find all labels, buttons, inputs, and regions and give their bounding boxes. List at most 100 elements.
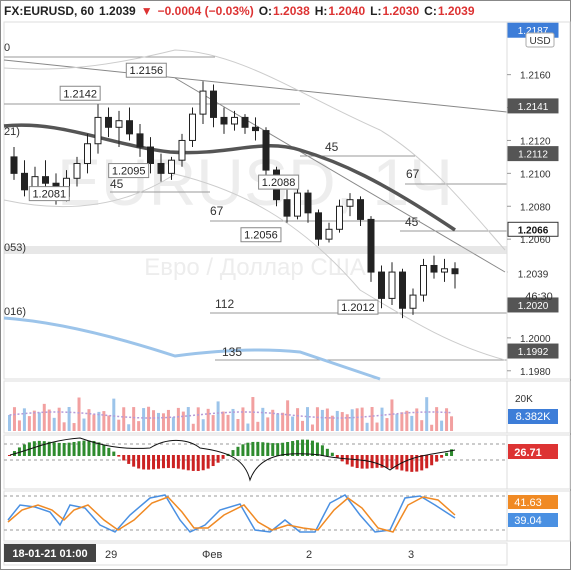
osc1-bar — [57, 442, 61, 456]
price-annotation-box — [240, 227, 282, 243]
level-label: 45 — [325, 140, 339, 154]
y-tick-label: 1.2000 — [520, 334, 551, 345]
osc1-bar — [325, 448, 329, 456]
symbol-label[interactable]: FX:EURUSD, 60 — [4, 4, 95, 18]
osc1-bar — [166, 455, 170, 468]
volume-bar — [17, 420, 21, 431]
volume-bar — [445, 408, 449, 431]
volume-bar — [325, 408, 329, 431]
volume-bar — [281, 412, 285, 431]
osc1-line — [9, 437, 456, 482]
volume-bar — [440, 420, 444, 431]
volume-bar — [196, 407, 200, 431]
osc1-bar — [320, 445, 324, 456]
candle-body — [294, 192, 301, 217]
osc1-bar — [161, 455, 165, 469]
osc1-bar — [87, 440, 91, 456]
volume-bar — [246, 423, 250, 431]
candle-body — [147, 146, 154, 164]
osc1-bar — [241, 444, 245, 456]
osc1-bar — [32, 441, 36, 456]
volume-bar — [127, 424, 131, 431]
volume-bar — [137, 421, 141, 431]
volume-bar — [375, 422, 379, 431]
osc1-bar — [152, 455, 156, 470]
osc1-bar — [236, 446, 240, 456]
price-label-badge — [507, 343, 559, 359]
volume-bar — [102, 411, 106, 431]
y-tick-label: 1.2160 — [520, 71, 551, 82]
osc1-bar — [47, 441, 51, 456]
osc1-bar — [201, 455, 205, 471]
candle-body — [430, 264, 438, 273]
volume-bar — [77, 397, 81, 431]
price-label-badge — [507, 98, 559, 114]
osc1-bar — [102, 444, 106, 456]
price-annotation: 1.2088 — [262, 177, 296, 189]
x-tick-label: 2 — [306, 549, 312, 561]
volume-bar — [226, 414, 230, 431]
volume-bar — [410, 415, 414, 431]
osc1-bar — [122, 455, 126, 461]
volume-bar — [117, 419, 121, 431]
level-label: 67 — [210, 204, 224, 218]
osc1-bar — [405, 455, 409, 472]
time-axis[interactable]: 18-01-21 01:00 29 Фев 2 3 — [3, 542, 508, 566]
ma-blue-line — [3, 316, 381, 381]
candle-body — [157, 162, 165, 174]
osc1-bar — [92, 440, 96, 456]
level-label: 67 — [406, 167, 420, 181]
y-tick-label: 1.2120 — [520, 136, 551, 147]
osc1-bar — [97, 442, 101, 456]
osc1-bar — [147, 455, 151, 470]
candle-body — [325, 228, 333, 240]
osc1-bar — [335, 455, 339, 458]
osc1-bar — [261, 442, 265, 456]
volume-bar — [176, 407, 180, 431]
price-axis[interactable]: 1.21601.21401.21201.21001.20801.20601.20… — [506, 21, 571, 380]
candle-body — [115, 120, 123, 128]
band-lower-line — [3, 173, 506, 361]
volume-bar — [97, 411, 101, 431]
candle-body — [21, 172, 28, 191]
osc1-bar — [196, 455, 200, 471]
watermark-name: Евро / Доллар США — [144, 254, 366, 281]
osc1-bar — [440, 455, 444, 458]
volume-bar — [241, 407, 245, 431]
oscillator-pane-2[interactable]: 41.63 39.04 — [3, 490, 571, 542]
volume-bar — [345, 414, 349, 431]
osc1-bar — [132, 455, 136, 467]
symbol-header: FX:EURUSD, 60 1.2039 ▼ −0.0004 (−0.03%) … — [4, 2, 475, 20]
volume-bar — [22, 408, 26, 431]
price-annotation: 1.2142 — [63, 88, 97, 100]
oscillator-pane-1[interactable]: 26.71 — [3, 434, 571, 490]
volume-bar — [112, 398, 116, 431]
price-label: 1.2039 — [518, 270, 549, 281]
osc1-bar — [171, 455, 175, 469]
volume-bar — [360, 407, 364, 431]
candle-body — [262, 130, 270, 171]
candles-group — [10, 81, 459, 319]
volume-bar — [216, 401, 220, 431]
currency-button[interactable] — [525, 32, 555, 48]
volume-bar — [152, 410, 156, 431]
close-value: 1.2039 — [437, 4, 475, 18]
price-pane[interactable]: EURUSD, 1Ч Евро / Доллар США 1.2156 1.214… — [3, 21, 508, 381]
volume-bar — [355, 408, 359, 431]
osc1-bar — [251, 441, 255, 456]
down-arrow-icon: ▼ — [140, 4, 153, 18]
osc1-bar — [420, 455, 424, 471]
volume-bar — [291, 416, 295, 431]
candle-body — [168, 159, 175, 174]
volume-bar — [400, 412, 404, 431]
osc1-bar — [450, 449, 454, 456]
volume-pane[interactable]: 20K 8.382K — [3, 380, 571, 434]
price-annotation-box — [337, 299, 379, 315]
osc1-bar — [435, 455, 439, 462]
price-change: −0.0004 (−0.03%) — [157, 4, 254, 18]
volume-bar — [340, 412, 344, 431]
osc1-bar — [211, 455, 215, 467]
volume-bar — [181, 411, 185, 431]
volume-bar — [395, 414, 399, 431]
